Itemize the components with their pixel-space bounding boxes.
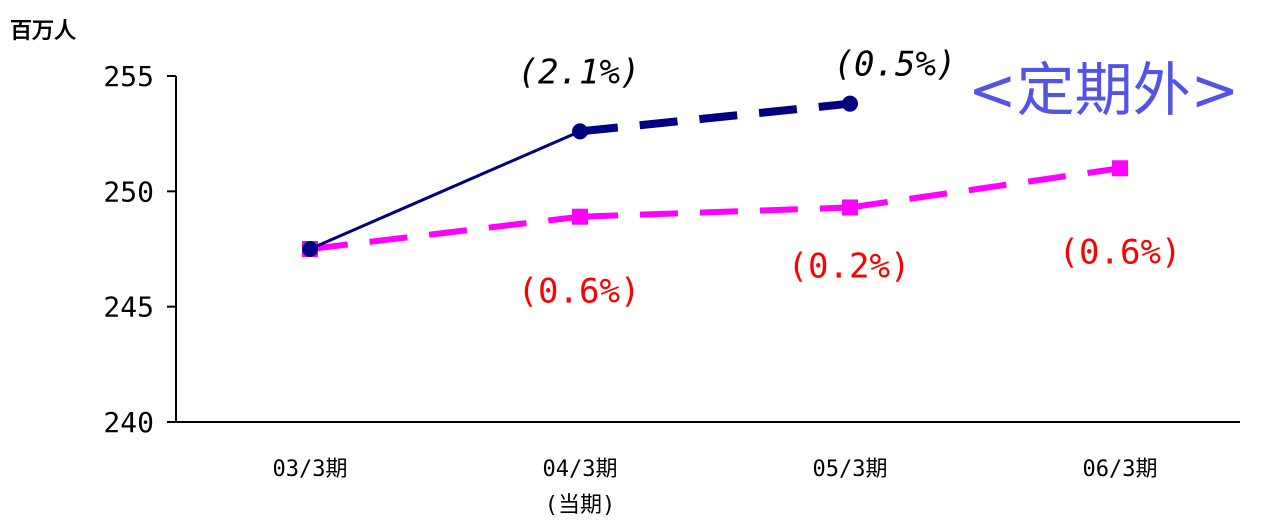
section-label: <定期外> [968, 56, 1239, 124]
data-label: (0.5%) [834, 45, 957, 85]
data-label: (0.6%) [518, 272, 641, 312]
x-tick-label: 04/3期 [543, 457, 618, 482]
square-point [1112, 160, 1128, 177]
data-label: (0.2%) [788, 246, 911, 286]
series-segment [579, 99, 851, 136]
x-tick-label: 05/3期 [813, 457, 888, 482]
y-tick-label: 250 [103, 175, 154, 208]
series-segment [309, 129, 581, 251]
x-tick-label: 03/3期 [273, 457, 348, 482]
circle-point [842, 95, 858, 112]
circle-point [302, 241, 318, 257]
circle-point [572, 123, 588, 140]
series-segment [579, 204, 851, 220]
x-tick-sublabel: (当期) [545, 493, 616, 518]
y-unit-label: 百万人 [10, 19, 76, 44]
data-label: (0.6%) [1059, 232, 1182, 272]
chart-axes: 255 250 245 240 03/3期 04/3期 (当期) 05/3期 06/3期 [103, 60, 1240, 518]
square-point [572, 208, 588, 225]
x-tick-label: 06/3期 [1083, 457, 1158, 482]
data-label: (2.1%) [518, 52, 641, 92]
y-tick-label: 245 [103, 291, 154, 324]
chart-data-labels: (2.1%) (0.5%) (0.6%) (0.2%) (0.6%) [518, 45, 1182, 312]
chart-series [302, 95, 1128, 257]
series-segment [849, 165, 1121, 211]
square-point [842, 199, 858, 216]
y-tick-label: 240 [103, 406, 154, 439]
series-segment [309, 213, 581, 252]
y-tick-label: 255 [103, 60, 154, 93]
